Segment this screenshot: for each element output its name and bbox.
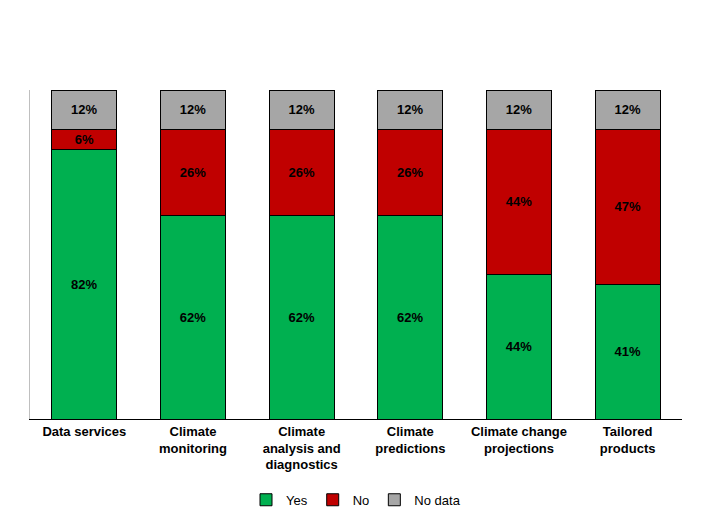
svg-text:47%: 47%: [614, 199, 640, 214]
svg-text:12%: 12%: [397, 102, 423, 117]
svg-text:62%: 62%: [288, 310, 314, 325]
svg-text:62%: 62%: [180, 310, 206, 325]
svg-text:12%: 12%: [180, 102, 206, 117]
svg-text:Climate changeprojections: Climate changeprojections: [471, 424, 567, 456]
svg-text:44%: 44%: [506, 194, 532, 209]
svg-text:Yes: Yes: [286, 493, 308, 508]
svg-text:No data: No data: [414, 493, 460, 508]
svg-text:12%: 12%: [71, 102, 97, 117]
svg-text:6%: 6%: [75, 132, 94, 147]
svg-text:62%: 62%: [397, 310, 423, 325]
svg-text:26%: 26%: [180, 165, 206, 180]
svg-text:No: No: [353, 493, 370, 508]
svg-text:Climatepredictions: Climatepredictions: [375, 424, 445, 456]
svg-text:44%: 44%: [506, 339, 532, 354]
svg-text:12%: 12%: [614, 102, 640, 117]
svg-text:41%: 41%: [614, 344, 640, 359]
svg-text:26%: 26%: [397, 165, 423, 180]
svg-text:82%: 82%: [71, 277, 97, 292]
svg-text:Climatemonitoring: Climatemonitoring: [159, 424, 227, 456]
svg-text:Tailoredproducts: Tailoredproducts: [600, 424, 656, 456]
svg-text:26%: 26%: [288, 165, 314, 180]
svg-text:12%: 12%: [288, 102, 314, 117]
svg-text:Data services: Data services: [42, 424, 126, 439]
svg-text:12%: 12%: [506, 102, 532, 117]
svg-text:Climateanalysis anddiagnostics: Climateanalysis anddiagnostics: [263, 424, 341, 473]
